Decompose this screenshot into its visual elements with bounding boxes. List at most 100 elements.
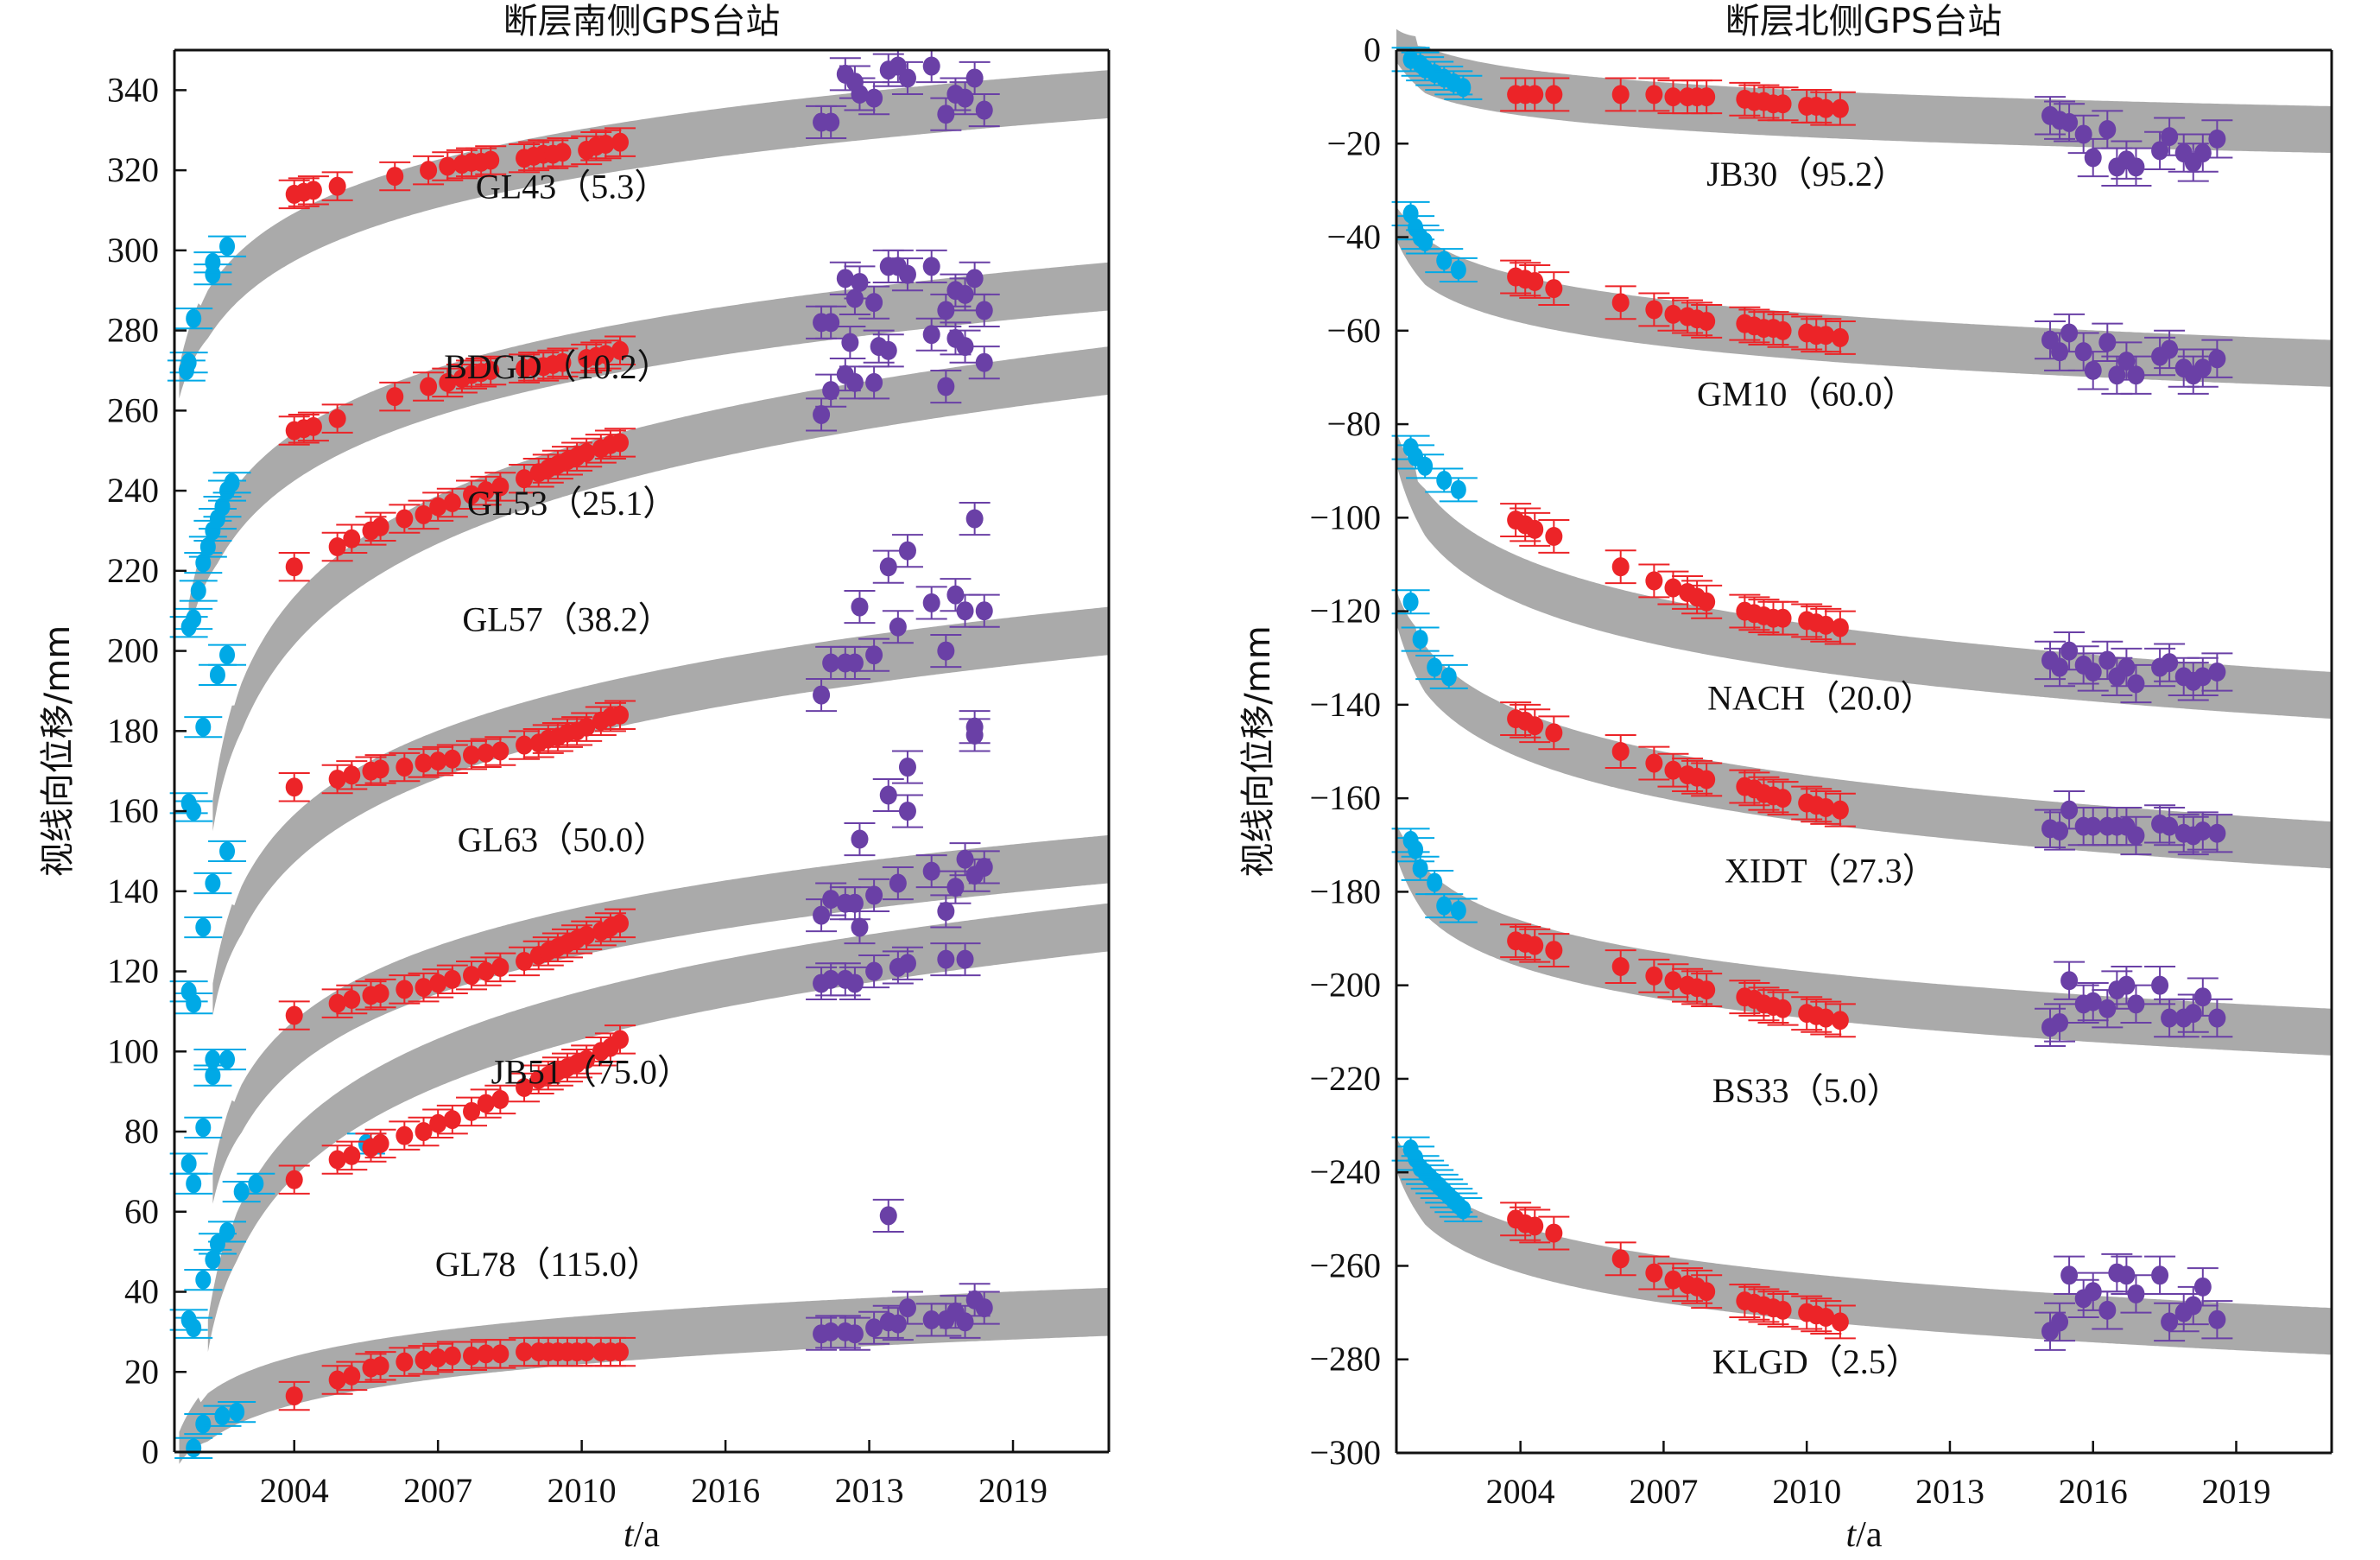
y-tick-label: −60 <box>1326 311 1381 350</box>
y-tick-label: −100 <box>1309 498 1381 536</box>
marker <box>1450 260 1466 280</box>
marker <box>1774 94 1792 114</box>
marker <box>1664 304 1682 324</box>
data-point-bs33-purple <box>2201 998 2233 1038</box>
data-point-nach-purple <box>2092 640 2124 681</box>
marker <box>1611 293 1630 313</box>
data-point-gl53-red <box>436 487 468 518</box>
marker <box>2208 662 2226 682</box>
data-point-bdgd-red <box>297 411 329 442</box>
marker <box>328 1150 346 1170</box>
fit-band-nach <box>1396 431 2332 720</box>
data-point-bs33-purple <box>2044 1003 2076 1043</box>
data-point-gl43-purple <box>959 60 991 96</box>
data-point-bs33-blue <box>1401 855 1440 881</box>
marker <box>371 1133 389 1153</box>
data-point-gl78-red <box>604 1336 636 1367</box>
data-point-xidt-purple <box>2044 811 2076 851</box>
marker <box>965 509 984 529</box>
marker <box>491 741 510 761</box>
marker <box>1774 320 1792 340</box>
marker <box>214 1406 231 1426</box>
marker <box>2084 148 2102 168</box>
marker <box>898 1298 916 1318</box>
marker <box>2193 143 2212 163</box>
fit-band-jb51 <box>207 903 1109 1353</box>
marker <box>1545 941 1563 961</box>
y-tick-label: −180 <box>1309 872 1381 910</box>
marker <box>1698 770 1716 790</box>
data-point-gl78-purple <box>949 1304 981 1339</box>
station-label-jb51: JB51（75.0） <box>491 1052 692 1091</box>
data-point-klgd-blue <box>1444 1196 1483 1223</box>
fit-band-gl57 <box>212 606 1109 1016</box>
data-point-gm10-red <box>1519 264 1551 299</box>
marker <box>420 377 438 396</box>
marker <box>578 717 596 737</box>
marker <box>1664 578 1682 598</box>
marker <box>285 557 303 577</box>
data-point-gl63-red <box>509 946 541 977</box>
marker <box>343 990 361 1010</box>
data-point-bdgd-purple <box>968 293 1000 327</box>
y-tick-label: 120 <box>107 952 159 991</box>
data-point-bdgd-blue <box>174 607 213 631</box>
marker <box>429 1113 447 1133</box>
marker <box>180 352 197 372</box>
data-point-bs33-blue <box>1439 897 1478 923</box>
data-point-klgd-red <box>1691 1274 1723 1310</box>
data-point-bdgd-red <box>432 367 464 398</box>
marker <box>956 1312 974 1332</box>
marker <box>1817 98 1835 118</box>
marker <box>2151 1265 2169 1285</box>
marker <box>1664 760 1682 780</box>
station-label-jb30: JB30（95.2） <box>1706 155 1907 193</box>
data-point-gl43-red <box>413 155 445 186</box>
data-point-gl63-red <box>484 952 516 983</box>
data-point-xidt-red <box>1691 762 1723 797</box>
data-point-jb51-blue <box>174 1316 213 1339</box>
data-point-gm10-red <box>1538 271 1570 307</box>
y-tick-label: −280 <box>1309 1340 1381 1379</box>
marker <box>482 150 500 170</box>
marker <box>186 1318 202 1338</box>
data-point-gl63-purple <box>891 750 923 784</box>
marker <box>865 372 883 392</box>
data-point-jb51-red <box>389 1120 421 1151</box>
data-point-gl53-purple <box>930 369 962 404</box>
data-point-gl78-blue <box>184 1412 223 1436</box>
data-point-bs33-red <box>1538 933 1570 968</box>
x-tick-label: 2019 <box>978 1471 1048 1510</box>
data-point-gm10-purple <box>2187 348 2219 388</box>
marker <box>2060 641 2079 661</box>
station-label-gl43: GL43（5.3） <box>476 168 668 206</box>
station-label-gm10: GM10（60.0） <box>1697 374 1916 413</box>
marker <box>845 973 864 993</box>
fit-band-gm10 <box>1396 206 2332 387</box>
marker <box>1774 999 1792 1018</box>
marker <box>898 758 916 777</box>
data-point-gm10-blue <box>1406 229 1445 255</box>
marker <box>956 88 974 108</box>
marker <box>1450 901 1466 921</box>
marker <box>371 517 389 536</box>
data-point-gl43-red <box>604 127 636 157</box>
marker <box>2098 1300 2117 1320</box>
data-point-bs33-purple <box>2120 984 2152 1024</box>
x-tick-label: 2013 <box>1915 1472 1984 1511</box>
marker <box>937 641 955 661</box>
marker <box>443 492 461 512</box>
marker <box>578 1342 596 1362</box>
marker <box>219 237 236 257</box>
marker <box>956 337 974 357</box>
data-point-bs33-purple <box>2177 993 2209 1033</box>
data-point-gl43-red <box>475 145 507 175</box>
data-point-gl57-red <box>422 745 454 777</box>
marker <box>1831 327 1849 347</box>
marker <box>1526 271 1544 291</box>
y-tick-label: −40 <box>1326 218 1381 257</box>
y-tick-label: −160 <box>1309 778 1381 817</box>
marker <box>463 745 481 765</box>
y-tick-label: 260 <box>107 390 159 429</box>
marker <box>898 802 916 821</box>
